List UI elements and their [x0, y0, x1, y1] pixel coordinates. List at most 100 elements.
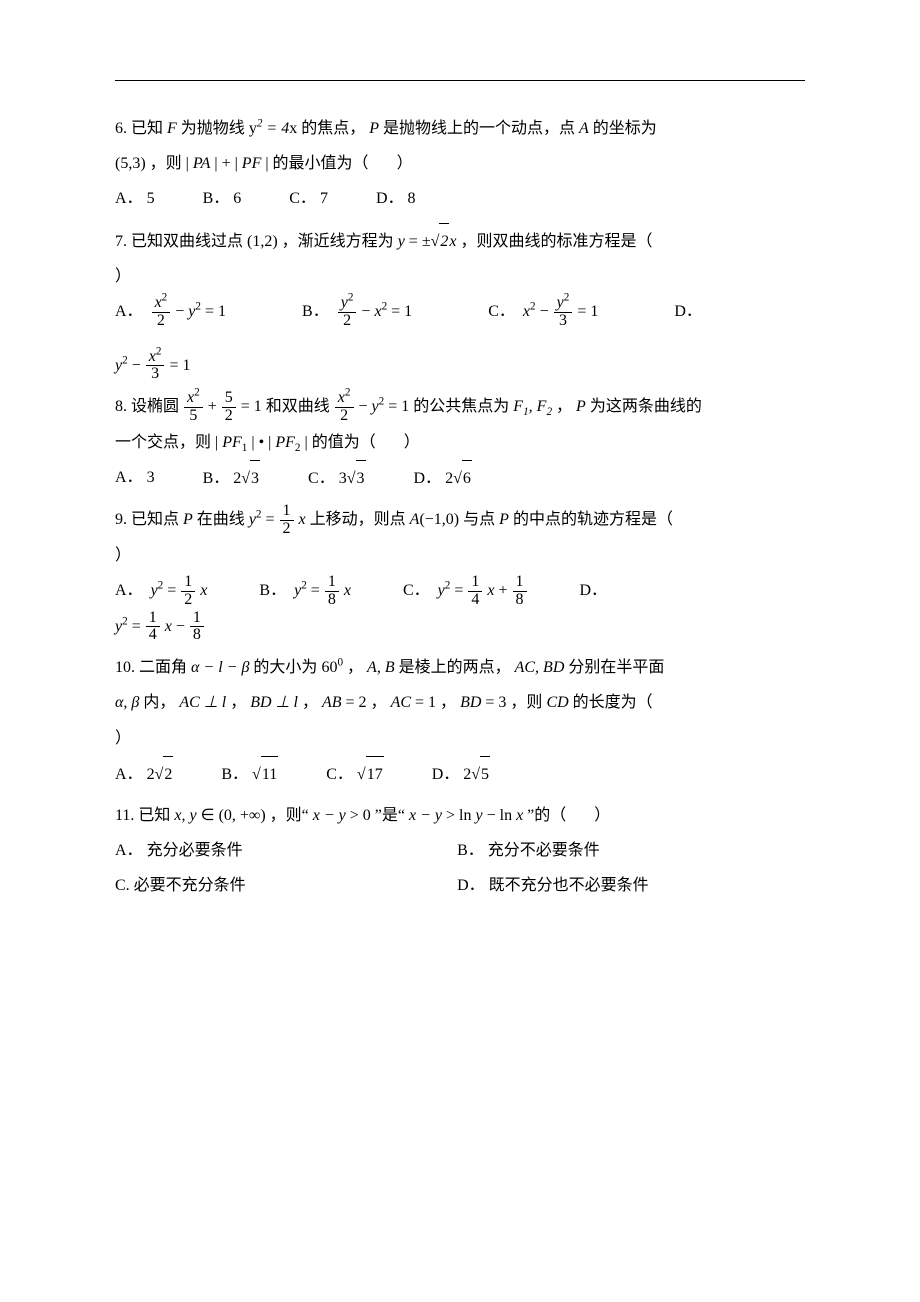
q6-p3: 的焦点，: [301, 120, 365, 137]
question-9: 9. 已知点 P 在曲线 y2 = 12 x 上移动，则点 A(−1,0) 与点…: [115, 502, 805, 644]
q8-options: A． 3 B． 2√3 C． 3√3 D． 2√6: [115, 460, 805, 496]
q10-planes: α, β: [115, 694, 139, 711]
q7-number: 7.: [115, 233, 127, 250]
q9-number: 9.: [115, 511, 127, 528]
q6-P: P: [369, 120, 379, 137]
q9-opt-A: A． y2 = 12 x: [115, 573, 207, 609]
q10-p4: 是棱上的两点，: [399, 659, 511, 676]
q8-p5: 为这两条曲线的: [590, 398, 702, 415]
q11-p1: 已知: [138, 807, 170, 824]
q9-p4: 与点: [463, 511, 495, 528]
q8-P: P: [576, 398, 586, 415]
q10-options: A． 2√2 B． √11 C． √17 D． 2√5: [115, 756, 805, 792]
q10-p8: ，: [302, 694, 318, 711]
q6-text: 6. 已知 F 为抛物线 y2 = 4x 的焦点， P 是抛物线上的一个动点，点…: [115, 111, 805, 181]
q9-opt-D-label: D．: [580, 573, 608, 608]
q9-text: 9. 已知点 P 在曲线 y2 = 12 x 上移动，则点 A(−1,0) 与点…: [115, 502, 805, 573]
q10-p1: 二面角: [139, 659, 187, 676]
q6-opt-D: D． 8: [376, 181, 416, 216]
q8-text: 8. 设椭圆 x25 + 52 = 1 和双曲线 x22 − y2 = 1 的公…: [115, 389, 805, 460]
q11-p3: ”是“: [375, 807, 405, 824]
q7-opt-B: B． y22 − x2 = 1: [302, 294, 412, 330]
q11-e1: x − y > 0: [313, 807, 371, 824]
q10-p10: ，: [440, 694, 456, 711]
q11-opt-C: C. 必要不充分条件: [115, 868, 453, 903]
q8-p4: ，: [556, 398, 572, 415]
q8-p6: 一个交点，则: [115, 434, 211, 451]
question-6: 6. 已知 F 为抛物线 y2 = 4x 的焦点， P 是抛物线上的一个动点，点…: [115, 111, 805, 217]
q10-opt-D: D． 2√5: [432, 756, 490, 792]
q7-p1: 已知双曲线过点: [131, 233, 243, 250]
q10-deg: 600: [321, 659, 343, 676]
q7-pt: (1,2): [247, 233, 278, 250]
q9-p5: 的中点的轨迹方程是（: [513, 511, 673, 528]
q11-opt-A: A． 充分必要条件: [115, 833, 453, 868]
q10-p9: ，: [371, 694, 387, 711]
q7-text: 7. 已知双曲线过点 (1,2) ，渐近线方程为 y = ±√2x ，则双曲线的…: [115, 223, 805, 294]
q8-p3: 的公共焦点为: [413, 398, 509, 415]
q7-options: A． x22 − y2 = 1 B． y22 − x2 = 1 C． x2 − …: [115, 294, 805, 383]
q6-p6: ，则: [150, 155, 182, 172]
q7-asym: y = ±√2x: [398, 233, 457, 250]
q9-opt-C: C． y2 = 14 x + 18: [403, 573, 528, 609]
q9-options: A． y2 = 12 x B． y2 = 18 x C． y2 = 14 x +…: [115, 573, 805, 644]
q8-foci: F1, F2: [513, 398, 552, 415]
q10-opt-A: A． 2√2: [115, 756, 173, 792]
q11-p2: ，则“: [270, 807, 309, 824]
q8-opt-C: C． 3√3: [308, 460, 365, 496]
q10-p7: ，: [230, 694, 246, 711]
q7-opt-D-label: D．: [674, 294, 702, 329]
q7-opt-D: y2 − x23 = 1: [115, 348, 190, 384]
q6-expr: | PA | + | PF |: [186, 155, 269, 172]
q10-p6: 内，: [143, 694, 175, 711]
q6-eq: y2 = 4x: [249, 120, 297, 137]
q10-opt-C: C． √17: [326, 756, 383, 792]
q10-acbd: AC, BD: [515, 659, 565, 676]
q9-p2: 在曲线: [197, 511, 245, 528]
q10-number: 10.: [115, 659, 135, 676]
header-rule: [115, 80, 805, 81]
q10-c1: AC ⊥ l: [179, 694, 226, 711]
q10-p12: 的长度为（: [573, 694, 653, 711]
q10-c3: AB = 2: [322, 694, 367, 711]
q9-p6: ）: [115, 547, 131, 564]
q11-opt-B: B． 充分不必要条件: [457, 833, 795, 868]
q6-p2: 为抛物线: [181, 120, 245, 137]
q9-p3: 上移动，则点: [310, 511, 406, 528]
question-7: 7. 已知双曲线过点 (1,2) ，渐近线方程为 y = ±√2x ，则双曲线的…: [115, 223, 805, 384]
q7-opt-C: C． x2 − y23 = 1: [488, 294, 598, 330]
q10-p13: ）: [115, 730, 131, 747]
q6-p7: 的最小值为（: [273, 155, 369, 172]
q9-P2: P: [499, 511, 509, 528]
q11-xy: x, y ∈ (0, +∞): [174, 807, 265, 824]
q6-options: A． 5 B． 6 C． 7 D． 8: [115, 181, 805, 216]
q10-opt-B: B． √11: [221, 756, 278, 792]
q6-p4: 是抛物线上的一个动点，点: [383, 120, 575, 137]
q11-e2: x − y > ln y − ln x: [409, 807, 523, 824]
q11-text: 11. 已知 x, y ∈ (0, +∞) ，则“ x − y > 0 ”是“ …: [115, 798, 805, 833]
q8-number: 8.: [115, 398, 127, 415]
q8-p7: 的值为（: [312, 434, 376, 451]
q6-opt-B: B． 6: [203, 181, 242, 216]
q6-F: F: [167, 120, 177, 137]
question-10: 10. 二面角 α − l − β 的大小为 600 ， A, B 是棱上的两点…: [115, 650, 805, 792]
q8-opt-D: D． 2√6: [414, 460, 472, 496]
q10-c2: BD ⊥ l: [250, 694, 298, 711]
q6-p1: 已知: [131, 120, 163, 137]
q8-p2: 和双曲线: [266, 398, 330, 415]
q7-opt-A: A． x22 − y2 = 1: [115, 294, 226, 330]
q9-p1: 已知点: [131, 511, 179, 528]
q10-text: 10. 二面角 α − l − β 的大小为 600 ， A, B 是棱上的两点…: [115, 650, 805, 756]
q9-opt-D: y2 = 14 x − 18: [115, 609, 205, 645]
q8-expr: | PF1 | • | PF2 |: [215, 434, 308, 451]
q11-p5: ）: [594, 807, 610, 824]
q11-number: 11.: [115, 807, 134, 824]
q10-p2: 的大小为: [253, 659, 317, 676]
q9-P: P: [183, 511, 193, 528]
q10-ab: A, B: [367, 659, 395, 676]
q10-p5: 分别在半平面: [568, 659, 664, 676]
q6-number: 6.: [115, 120, 127, 137]
q7-p2: ，渐近线方程为: [282, 233, 394, 250]
question-8: 8. 设椭圆 x25 + 52 = 1 和双曲线 x22 − y2 = 1 的公…: [115, 389, 805, 496]
q10-c5: BD = 3: [460, 694, 506, 711]
